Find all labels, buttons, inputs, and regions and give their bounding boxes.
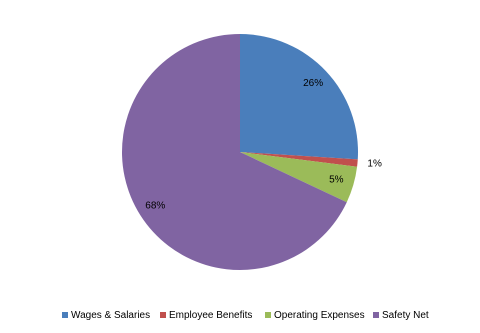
legend-label: Safety Net	[382, 310, 429, 321]
legend-label: Wages & Salaries	[71, 310, 150, 321]
data-label: 1%	[367, 159, 382, 170]
legend-marker	[160, 312, 166, 318]
data-label: 5%	[329, 175, 344, 186]
legend-marker	[62, 312, 68, 318]
legend-marker	[265, 312, 271, 318]
pie-slice	[240, 34, 358, 160]
legend-marker	[373, 312, 379, 318]
pie-slice	[240, 152, 358, 167]
pie-slice	[122, 33, 347, 270]
legend-label: Employee Benefits	[169, 310, 252, 321]
data-label: 26%	[303, 78, 323, 89]
pie-slice	[240, 152, 358, 203]
data-label: 68%	[145, 200, 165, 211]
legend-label: Operating Expenses	[274, 310, 365, 321]
